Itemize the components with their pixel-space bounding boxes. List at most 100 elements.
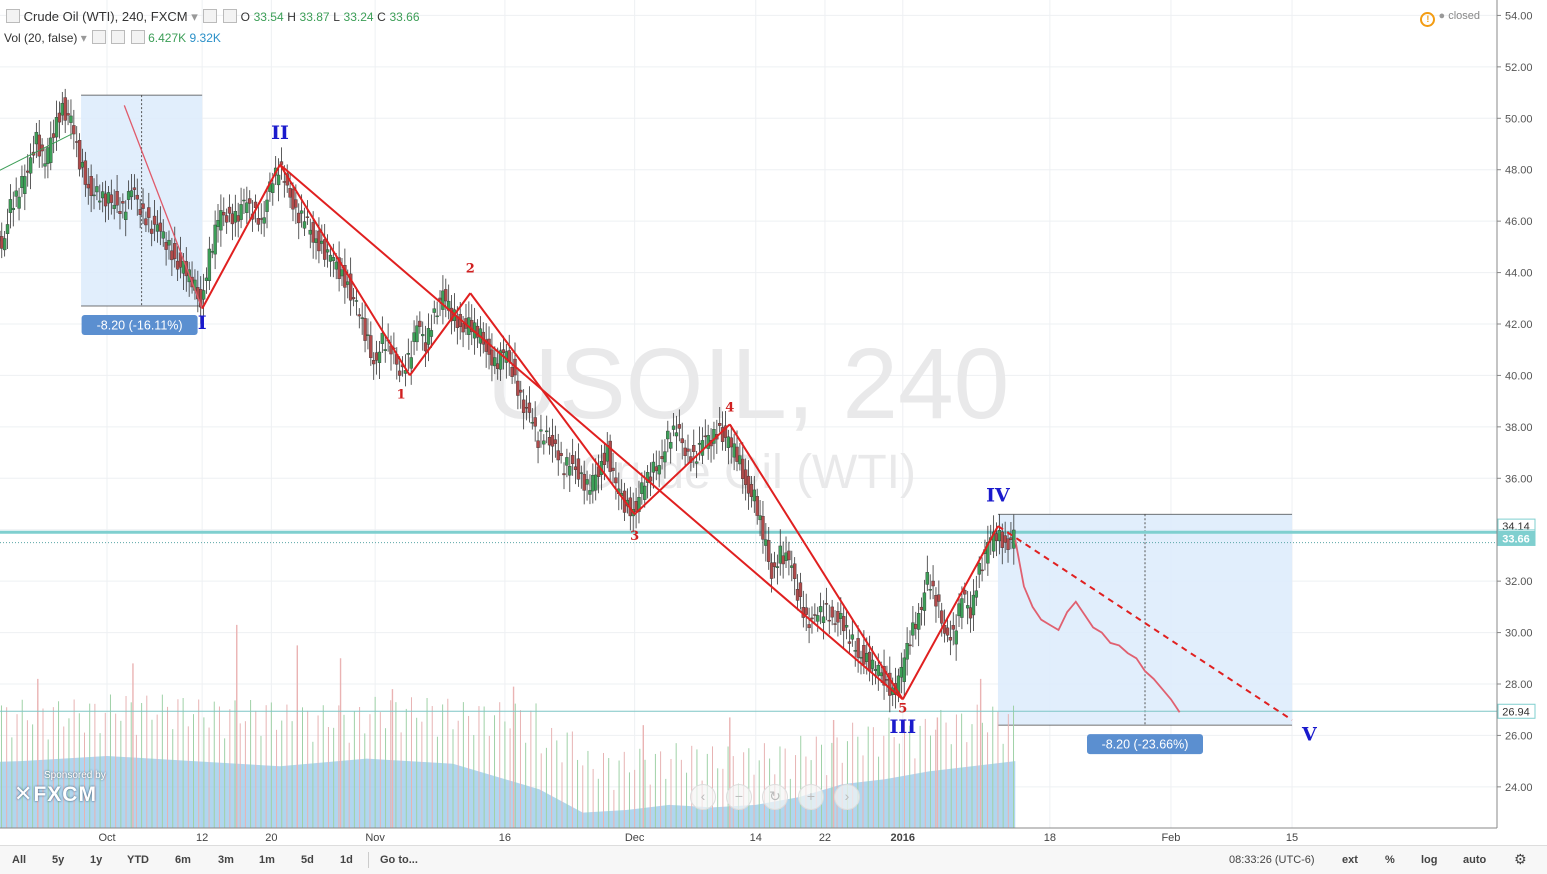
candle-body <box>955 631 958 644</box>
wave-label-major: IV <box>986 484 1011 506</box>
range-1m-button[interactable]: 1m <box>259 854 275 866</box>
candle-body <box>810 618 813 619</box>
candle-body <box>612 468 615 471</box>
option-auto-toggle[interactable]: auto <box>1463 854 1486 866</box>
reset-icon[interactable]: ↻ <box>762 784 788 810</box>
wave-line-minor <box>280 165 410 376</box>
price-tag-label: 26.94 <box>1502 706 1530 718</box>
volume-dropdown-icon[interactable]: ▾ <box>81 31 87 45</box>
candle-body <box>851 635 854 639</box>
candle-body <box>966 605 969 608</box>
symbol-dropdown-icon[interactable]: ▾ <box>191 9 198 24</box>
candle-body <box>759 516 762 520</box>
range-ytd-button[interactable]: YTD <box>127 854 149 866</box>
candle-body <box>672 426 675 430</box>
candle-body <box>767 540 770 561</box>
candle-body <box>785 553 788 561</box>
candle-body <box>542 441 545 444</box>
candle-body <box>291 189 294 209</box>
range-all-button[interactable]: All <box>12 854 26 866</box>
candle-body <box>563 474 566 475</box>
bottom-toolbar: All 5y 1y YTD 6m 3m 1m 5d 1d Go to... 08:33:26 (UT… <box>0 845 1547 874</box>
candle-body <box>516 381 519 396</box>
sponsor-logo[interactable]: Sponsored by ✕FXCM <box>14 770 106 807</box>
volume-ma-value: 9.32K <box>190 31 221 45</box>
volume-settings-icon[interactable] <box>92 30 106 44</box>
goto-button[interactable]: Go to... <box>380 854 418 866</box>
range-1d-button[interactable]: 1d <box>340 854 353 866</box>
scroll-right-icon[interactable]: › <box>834 784 860 810</box>
gear-icon[interactable]: ⚙ <box>1514 851 1527 868</box>
candle-body <box>796 589 799 600</box>
candle-body <box>340 270 343 276</box>
candle-body <box>885 679 888 680</box>
clock-display[interactable]: 08:33:26 (UTC-6) <box>1229 854 1315 866</box>
range-6m-button[interactable]: 6m <box>175 854 191 866</box>
candle-body <box>240 204 243 219</box>
wave-label-minor: 3 <box>630 529 639 544</box>
candle-body <box>675 433 678 436</box>
candle-body <box>67 113 70 115</box>
candle-body <box>1004 536 1007 543</box>
option-ext-toggle[interactable]: ext <box>1342 854 1358 866</box>
candle-body <box>586 479 589 484</box>
option-percent-toggle[interactable]: % <box>1385 854 1395 866</box>
candle-body <box>167 240 170 245</box>
price-tick-label: 30.00 <box>1505 628 1533 640</box>
candle-body <box>545 431 548 432</box>
candle-body <box>153 216 156 224</box>
volume-remove-icon[interactable] <box>131 30 145 44</box>
candle-body <box>782 556 785 564</box>
candle-body <box>352 297 355 298</box>
range-5d-button[interactable]: 5d <box>301 854 314 866</box>
zoom-in-icon[interactable]: + <box>798 784 824 810</box>
candle-body <box>490 350 493 365</box>
price-tick-label: 32.00 <box>1505 576 1533 588</box>
candle-body <box>848 642 851 644</box>
symbol-name[interactable]: Crude Oil (WTI), 240, FXCM <box>24 9 188 24</box>
range-3m-button[interactable]: 3m <box>218 854 234 866</box>
candle-body <box>554 440 557 444</box>
alert-icon[interactable]: ! <box>1420 12 1435 27</box>
zoom-out-icon[interactable]: − <box>726 784 752 810</box>
candle-body <box>407 353 410 354</box>
candle-body <box>266 200 269 212</box>
candle-body <box>29 158 32 174</box>
candle-body <box>294 200 297 208</box>
candle-body <box>162 232 165 239</box>
candle-body <box>963 590 966 594</box>
open-label: O <box>241 10 250 24</box>
collapse-icon[interactable] <box>6 9 20 23</box>
wave-line <box>903 526 998 699</box>
option-log-toggle[interactable]: log <box>1421 854 1438 866</box>
candle-body <box>116 191 119 205</box>
range-1y-button[interactable]: 1y <box>90 854 102 866</box>
candle-body <box>225 215 228 222</box>
candle-body <box>87 184 90 188</box>
range-5y-button[interactable]: 5y <box>52 854 64 866</box>
candle-body <box>511 367 514 376</box>
settings-icon[interactable] <box>203 9 217 23</box>
candle-body <box>104 194 107 206</box>
candle-body <box>366 335 369 336</box>
wave-label-minor: 5 <box>898 701 907 716</box>
open-value: 33.54 <box>254 10 284 24</box>
candle-body <box>917 613 920 629</box>
candle-body <box>222 212 225 215</box>
candle-body <box>58 113 61 122</box>
price-tick-label: 46.00 <box>1505 216 1533 228</box>
candle-body <box>787 551 790 560</box>
volume-indicator-name[interactable]: Vol (20, false) <box>4 31 77 45</box>
candle-body <box>170 251 173 260</box>
candle-body <box>995 534 998 541</box>
candle-body <box>940 611 943 624</box>
hide-icon[interactable] <box>223 9 237 23</box>
volume-hide-icon[interactable] <box>111 30 125 44</box>
candle-body <box>669 442 672 448</box>
scroll-left-icon[interactable]: ‹ <box>690 784 716 810</box>
candle-body <box>306 217 309 218</box>
candle-body <box>808 624 811 627</box>
candle-body <box>315 239 318 243</box>
wave-label-minor: 4 <box>725 400 734 415</box>
